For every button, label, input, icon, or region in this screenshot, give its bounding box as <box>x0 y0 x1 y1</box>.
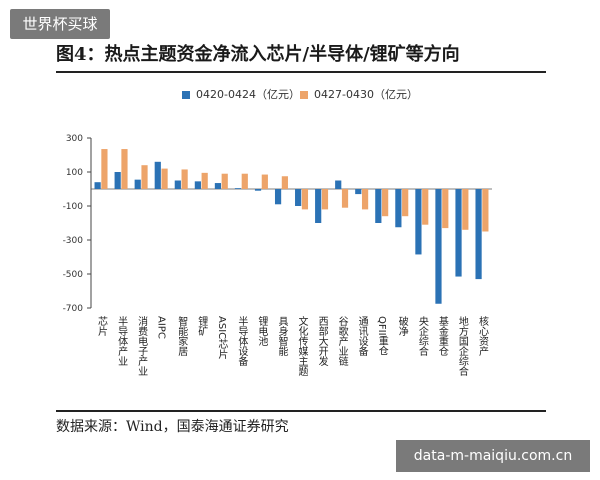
bar-series-2 <box>341 189 349 208</box>
bar-series-1 <box>315 189 322 223</box>
x-tick-label: 智能家居 <box>176 315 188 357</box>
bar-series-2 <box>281 176 288 189</box>
x-tick-label: 文化传媒主题 <box>296 315 308 376</box>
bar-series-2 <box>301 189 309 210</box>
source-note: 数据来源：Wind，国泰海通证券研究 <box>56 419 289 435</box>
x-tick-label: 通讯设备 <box>356 316 368 357</box>
bar-series-2 <box>201 172 208 189</box>
y-tick-label: 300 <box>66 134 83 144</box>
bar-series-1 <box>415 189 422 255</box>
source-rule <box>56 410 546 412</box>
bar-series-2 <box>241 173 248 189</box>
bar-series-1 <box>355 189 362 195</box>
legend-label-series-1: 0420-0424（亿元） <box>196 88 300 101</box>
bar-series-2 <box>462 189 469 230</box>
x-tick-label: 地方国企综合 <box>456 315 468 377</box>
bar-series-1 <box>274 189 282 205</box>
x-tick-label: 消费电子产业 <box>136 315 148 376</box>
y-tick-label: -700 <box>63 304 84 314</box>
legend-label-series-2: 0427-0430（亿元） <box>314 88 418 101</box>
legend-swatch-series-1 <box>182 91 190 99</box>
bar-series-1 <box>214 183 222 189</box>
legend-item-series-2: 0427-0430（亿元） <box>300 85 418 105</box>
y-tick-label: -500 <box>63 270 84 280</box>
y-tick-label: -100 <box>63 202 84 212</box>
bar-series-1 <box>375 189 382 223</box>
x-tick-label: 破净 <box>396 315 408 337</box>
x-tick-label: 芯片 <box>96 315 108 337</box>
bar-series-2 <box>161 168 168 189</box>
bar-series-2 <box>442 189 449 229</box>
x-tick-label: 具身智能 <box>276 316 288 357</box>
legend: 0420-0424（亿元） 0427-0430（亿元） <box>0 85 600 105</box>
x-tick-label: 基金重仓 <box>436 315 448 356</box>
legend-item-series-1: 0420-0424（亿元） <box>182 85 300 105</box>
bar-series-2 <box>361 189 369 210</box>
x-tick-label: QFII重仓 <box>376 316 388 356</box>
bar-series-1 <box>395 189 402 228</box>
y-tick-label: -300 <box>63 236 84 246</box>
x-tick-label: 央企综合 <box>416 315 428 357</box>
bar-series-1 <box>194 181 201 189</box>
bar-series-2 <box>482 189 489 232</box>
legend-swatch-series-2 <box>300 91 308 99</box>
y-tick-label: 100 <box>66 168 83 178</box>
bar-series-1 <box>475 189 482 280</box>
watermark-url: data-m-maiqiu.com.cn <box>396 440 590 472</box>
bar-series-2 <box>221 173 228 189</box>
watermark-badge: 世界杯买球 <box>10 9 110 39</box>
x-tick-label: AIPC <box>156 316 167 339</box>
x-tick-label: 锂矿 <box>196 316 208 337</box>
bar-series-1 <box>154 161 161 189</box>
bar-series-1 <box>94 182 101 189</box>
bar-series-2 <box>121 149 128 189</box>
bar-series-1 <box>295 189 302 206</box>
bar-series-2 <box>141 165 148 189</box>
bar-series-2 <box>422 189 429 225</box>
bar-series-2 <box>321 189 329 210</box>
bar-series-1 <box>435 189 442 304</box>
x-tick-label: ASIC芯片 <box>216 316 228 360</box>
bar-series-1 <box>234 188 242 189</box>
bar-series-2 <box>181 169 188 189</box>
bar-series-2 <box>261 174 268 189</box>
x-tick-label: 西部大开发 <box>316 316 328 367</box>
x-tick-label: 核心资产 <box>476 315 488 357</box>
bar-series-2 <box>402 189 409 217</box>
x-tick-label: 半导体产业 <box>116 315 128 366</box>
bar-series-1 <box>134 179 141 189</box>
x-tick-label: 锂电池 <box>256 316 268 346</box>
x-tick-label: 谷歌产业链 <box>336 316 348 366</box>
bar-series-1 <box>254 189 262 191</box>
x-tick-label: 半导体设备 <box>236 315 248 367</box>
figure-title: 图4：热点主题资金净流入芯片/半导体/锂矿等方向 <box>56 44 460 65</box>
bar-series-2 <box>101 149 108 189</box>
bar-series-1 <box>174 180 181 189</box>
bar-series-1 <box>455 189 462 277</box>
bar-series-1 <box>114 172 121 189</box>
bar-series-2 <box>382 189 389 217</box>
title-rule <box>56 71 546 73</box>
bar-series-1 <box>335 180 342 189</box>
